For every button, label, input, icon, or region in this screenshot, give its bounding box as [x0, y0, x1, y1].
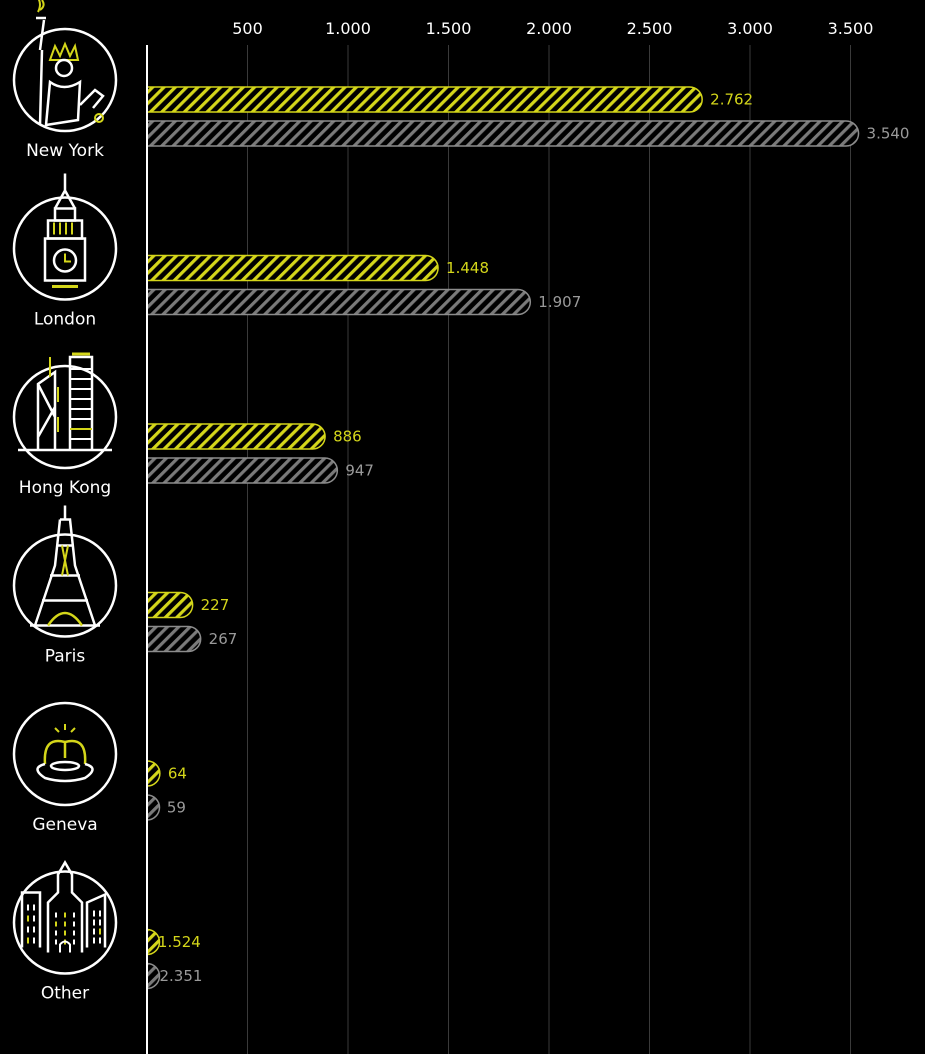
- x-tick-label: 3.000: [727, 19, 773, 38]
- category-label: Hong Kong: [19, 478, 111, 498]
- bar-paris-s2: [146, 625, 202, 653]
- data-label: 947: [345, 462, 374, 480]
- x-tick-label: 3.500: [828, 19, 874, 38]
- data-label: 3.540: [867, 125, 910, 143]
- x-axis-ticks: 500 1.000 1.500 2.000 2.500 3.000 3.500: [232, 19, 873, 38]
- bar-other-s1: [146, 928, 161, 956]
- bar-london-s2: [146, 288, 532, 316]
- fountain-icon: [12, 701, 118, 807]
- x-tick-label: 1.000: [325, 19, 371, 38]
- bars: 2.762 3.540 1.448 1.907 886 947 227 267 64 59 1.52…: [146, 86, 910, 990]
- data-label: 2.351: [159, 967, 202, 985]
- bar-london-s1: [146, 254, 439, 282]
- data-label: 59: [167, 799, 186, 817]
- category-label: Paris: [45, 647, 86, 667]
- bar-geneva-s1: [146, 760, 161, 787]
- x-tick-label: 500: [232, 19, 263, 38]
- data-label: 1.448: [446, 259, 489, 277]
- x-tick-label: 2.000: [526, 19, 572, 38]
- bar-paris-s1: [146, 591, 194, 619]
- data-label: 267: [209, 630, 238, 648]
- bar-new-york-s2: [146, 120, 860, 147]
- data-label: 1.907: [538, 293, 581, 311]
- category-label: Other: [41, 984, 89, 1004]
- data-label: 2.762: [710, 91, 753, 109]
- data-label: 1.524: [158, 933, 201, 951]
- bar-hong-kong-s2: [146, 457, 339, 484]
- category-label: London: [34, 310, 96, 330]
- category-label: Geneva: [32, 815, 97, 835]
- x-tick-label: 1.500: [426, 19, 472, 38]
- bar-hong-kong-s1: [146, 423, 326, 450]
- data-label: 227: [201, 596, 230, 614]
- eiffel-tower-icon: [12, 505, 118, 638]
- bar-new-york-s1: [146, 86, 703, 113]
- data-label: 64: [168, 765, 187, 783]
- gridlines: [247, 45, 851, 1054]
- bar-geneva-s2: [146, 794, 161, 821]
- statue-of-liberty-icon: [12, 0, 118, 133]
- skyscrapers-icon: [12, 352, 118, 470]
- data-label: 886: [333, 428, 362, 446]
- bar-other-s2: [146, 962, 161, 990]
- city-buildings-icon: [12, 860, 118, 975]
- big-ben-icon: [12, 173, 118, 301]
- city-icons: New York London Hong Kong Paris Geneva Other: [12, 0, 118, 1004]
- x-tick-label: 2.500: [627, 19, 673, 38]
- category-label: New York: [26, 141, 104, 161]
